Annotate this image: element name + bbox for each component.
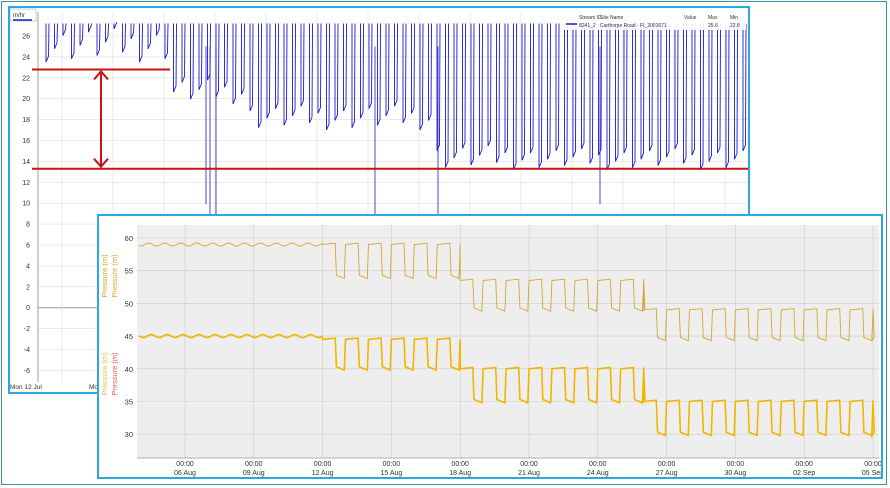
pressure-x-tick-time: 00:00 <box>176 461 194 468</box>
flow-legend-box <box>562 12 746 30</box>
flow-y-tick-label: 8 <box>26 222 30 229</box>
pressure-axis-label: Pressure (m) <box>110 352 119 396</box>
flow-y-tick-label: -4 <box>24 347 30 354</box>
pressure-x-tick-time: 00:00 <box>658 461 676 468</box>
flow-y-tick-label: 2 <box>26 284 30 291</box>
flow-y-tick-label: 20 <box>22 96 30 103</box>
pressure-axis-label: Pressure (m) <box>110 254 119 298</box>
difference-arrow-head-top <box>93 69 109 81</box>
pressure-plot-area <box>137 225 879 458</box>
pressure-y-tick-label: 55 <box>125 267 133 276</box>
pressure-series-line <box>138 333 876 439</box>
flow-y-tick-label: -2 <box>24 326 30 333</box>
pressure-x-tick-date: 02 Sep <box>793 470 815 477</box>
flow-legend-value: Carthorpe Road - FI_2001671 <box>600 23 667 29</box>
pressure-x-tick-time: 00:00 <box>451 461 469 468</box>
pressure-x-tick-time: 00:00 <box>795 461 813 468</box>
pressure-y-tick-label: 30 <box>125 430 133 439</box>
flow-x-tick-label: Mo <box>89 384 98 391</box>
pressure-axis-label: Pressure (m) <box>100 352 109 396</box>
pressure-x-tick-time: 00:00 <box>383 461 401 468</box>
flow-legend-header: Value <box>684 15 697 21</box>
flow-legend-value: 25.6 <box>708 23 718 29</box>
pressure-x-tick-date: 30 Aug <box>724 470 746 477</box>
flow-legend-value: 8241_2 <box>579 23 596 29</box>
pressure-x-tick-date: 15 Aug <box>380 470 402 477</box>
flow-y-tick-label: 22 <box>22 75 30 82</box>
pressure-x-tick-date: 05 Sep <box>862 470 881 477</box>
unit-box <box>9 8 37 22</box>
flow-y-tick-label: 24 <box>22 54 30 61</box>
pressure-x-tick-date: 12 Aug <box>312 470 334 477</box>
pressure-x-tick-time: 00:00 <box>727 461 745 468</box>
pressure-y-tick-label: 40 <box>125 365 133 374</box>
pressure-chart-panel: 30 35 40 45 50 55 60 00:00 06 Aug 00:00 09 Aug 00:… <box>97 214 884 479</box>
flow-legend-header: Stream ID <box>579 15 602 21</box>
flow-legend-header: Max <box>708 15 718 21</box>
flow-y-tick-label: 16 <box>22 138 30 145</box>
flow-legend-value: 22.8 <box>730 23 740 29</box>
pressure-x-tick-date: 18 Aug <box>449 470 471 477</box>
pressure-y-tick-label: 45 <box>125 332 133 341</box>
flow-y-tick-label: 0 <box>26 305 30 312</box>
flow-y-tick-label: 18 <box>22 117 30 124</box>
pressure-chart: 30 35 40 45 50 55 60 00:00 06 Aug 00:00 09 Aug 00:… <box>100 225 884 477</box>
pressure-x-tick-time: 00:00 <box>864 461 881 468</box>
flow-y-tick-label: -6 <box>24 368 30 375</box>
difference-arrow-head-bottom <box>93 158 109 169</box>
flow-y-tick-label: 4 <box>26 263 30 270</box>
pressure-x-tick-time: 00:00 <box>245 461 263 468</box>
pressure-y-tick-label: 35 <box>125 398 133 407</box>
flow-y-tick-label: 6 <box>26 243 30 250</box>
pressure-x-tick-time: 00:00 <box>589 461 607 468</box>
pressure-y-tick-label: 50 <box>125 299 133 308</box>
pressure-y-tick-label: 60 <box>125 234 133 243</box>
flow-legend-header: Min <box>730 15 738 21</box>
flow-legend-header: Site Name <box>600 15 624 21</box>
flow-y-tick-label: 10 <box>22 201 30 208</box>
pressure-x-tick-time: 00:00 <box>314 461 332 468</box>
pressure-x-tick-date: 09 Aug <box>243 470 265 477</box>
unit-label: m/hr <box>13 13 25 19</box>
flow-y-tick-label: 26 <box>22 34 30 41</box>
flow-x-tick-label: Mon 12 Jul <box>10 384 42 391</box>
flow-y-tick-label: 14 <box>22 159 30 166</box>
pressure-x-tick-date: 24 Aug <box>587 470 609 477</box>
pressure-series-line <box>139 242 875 343</box>
pressure-x-tick-date: 21 Aug <box>518 470 540 477</box>
flow-y-tick-label: 12 <box>22 180 30 187</box>
pressure-axis-label: Pressure (m) <box>100 254 109 298</box>
pressure-x-tick-time: 00:00 <box>520 461 538 468</box>
pressure-x-tick-date: 06 Aug <box>174 470 196 477</box>
pressure-x-tick-date: 27 Aug <box>656 470 678 477</box>
